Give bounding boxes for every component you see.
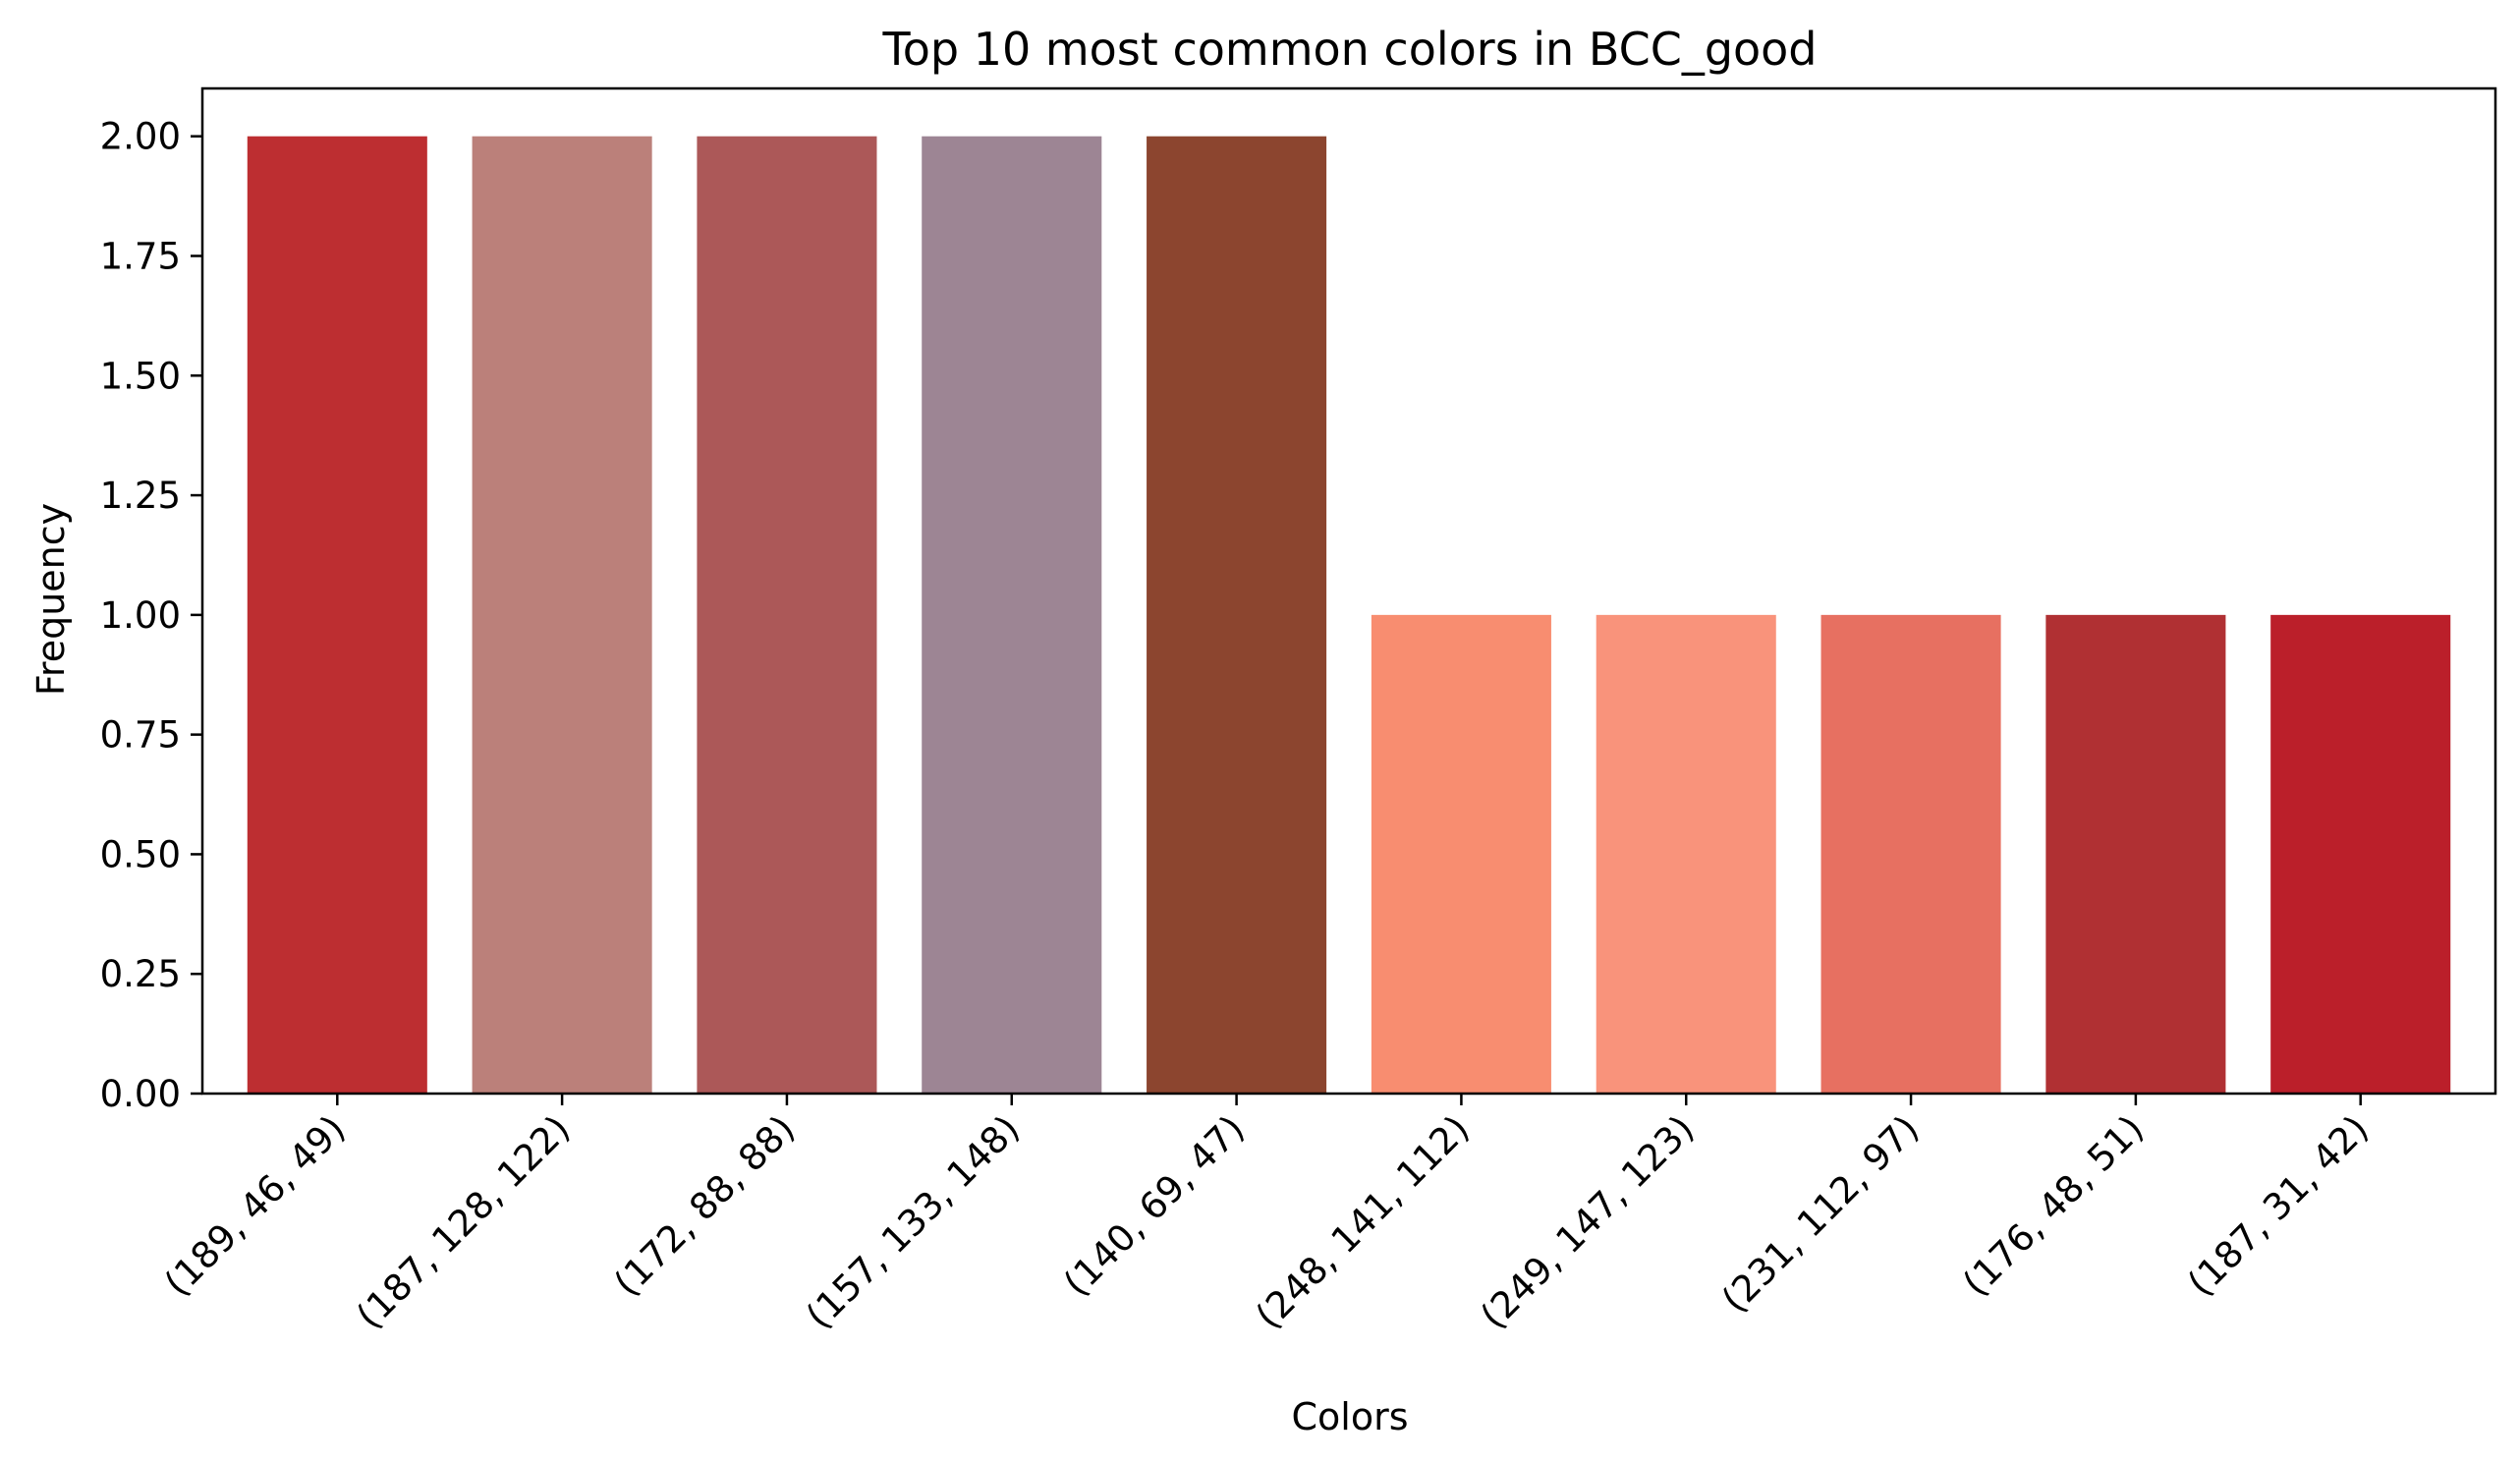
y-tick-label: 1.75 — [100, 236, 181, 278]
y-tick-label: 2.00 — [100, 116, 181, 158]
bars-layer — [247, 136, 2451, 1094]
y-tick-label: 0.00 — [100, 1073, 181, 1115]
y-tick-label: 1.00 — [100, 594, 181, 637]
bar-2 — [472, 136, 652, 1094]
bar-4 — [922, 136, 1102, 1094]
bar-6 — [1371, 614, 1551, 1094]
bar-1 — [247, 136, 427, 1094]
y-tick-label: 0.25 — [100, 953, 181, 995]
x-axis-label: Colors — [1291, 1395, 1408, 1438]
bar-8 — [1820, 614, 2001, 1094]
y-tick-label: 0.75 — [100, 714, 181, 757]
y-tick-label: 1.25 — [100, 475, 181, 517]
bar-5 — [1147, 136, 1327, 1094]
bar-9 — [2045, 614, 2226, 1094]
y-tick-label: 0.50 — [100, 833, 181, 875]
y-tick-label: 1.50 — [100, 355, 181, 397]
bar-3 — [697, 136, 877, 1094]
y-axis-label: Frequency — [29, 503, 73, 696]
plot-frame — [200, 86, 2497, 1096]
bar-7 — [1596, 614, 1776, 1094]
chart-title: Top 10 most common colors in BCC_good — [881, 23, 1817, 76]
bar-10 — [2270, 614, 2451, 1094]
